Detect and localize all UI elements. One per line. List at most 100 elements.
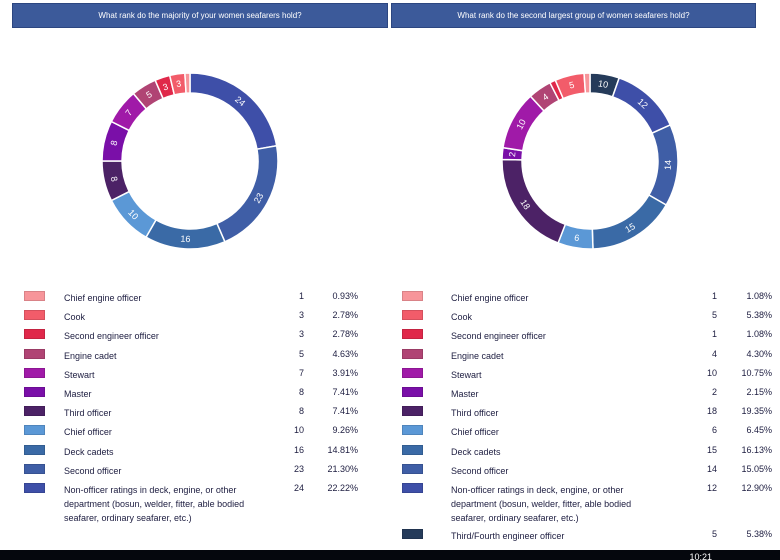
segment-label: 5 <box>568 80 575 91</box>
legend-percentage: 22.22% <box>327 482 358 493</box>
legend-row: Master 2 2.15% <box>402 384 772 403</box>
legend-row: Cook 3 2.78% <box>24 307 369 326</box>
legend-count: 1 <box>711 329 717 340</box>
donut-segment <box>184 72 191 94</box>
legend-row: Engine cadet 4 4.30% <box>402 346 772 365</box>
segment-label: 3 <box>175 79 181 90</box>
legend-percentage: 7.41% <box>332 406 358 417</box>
legend-label: Engine cadet <box>64 350 117 361</box>
legend-swatch <box>24 367 45 378</box>
legend-count: 2 <box>711 386 717 397</box>
legend-label: Engine cadet <box>451 350 504 361</box>
legend-swatch <box>24 291 45 301</box>
segment-label: 6 <box>574 233 581 244</box>
legend-row: Engine cadet 5 4.63% <box>24 346 369 365</box>
legend-row: Second engineer officer 1 1.08% <box>402 326 772 345</box>
segment-label: 8 <box>109 139 120 146</box>
legend-label: Second officer <box>64 465 122 476</box>
legend-row: Third/Fourth engineer officer 5 5.38% <box>402 526 772 545</box>
segment-label: 14 <box>663 160 673 171</box>
legend-count: 6 <box>711 425 717 436</box>
legend-row: Deck cadets 15 16.13% <box>402 442 772 461</box>
segment-label: 5 <box>144 89 154 100</box>
segment-label: 10 <box>126 207 140 221</box>
legend-count: 7 <box>298 367 304 378</box>
legend-swatch <box>24 329 45 340</box>
segment-label: 12 <box>636 96 650 110</box>
legend-percentage: 16.13% <box>741 444 772 455</box>
legend-count: 8 <box>298 386 304 397</box>
legend-count: 24 <box>293 482 304 493</box>
legend-label: Chief officer <box>451 427 499 438</box>
segment-label: 24 <box>233 94 247 108</box>
legend-label: Second engineer officer <box>451 331 546 342</box>
legend-percentage: 15.05% <box>741 463 772 474</box>
legend-row: Cook 5 5.38% <box>402 307 772 326</box>
legend-label: Chief engine officer <box>451 293 529 303</box>
legend-label: Deck cadets <box>451 446 501 457</box>
donut-segment <box>189 72 278 151</box>
legend-count: 18 <box>706 406 717 417</box>
segment-label: 3 <box>162 81 170 92</box>
legend-swatch <box>24 386 45 397</box>
legend-swatch <box>24 463 45 474</box>
legend-percentage: 2.78% <box>332 310 358 321</box>
legend-label: Non-officer ratings in deck, engine, or … <box>64 484 245 523</box>
segment-label: 23 <box>252 191 266 205</box>
segment-label: 8 <box>109 175 120 182</box>
legend-percentage: 14.81% <box>327 444 358 455</box>
legend-label: Stewart <box>64 369 95 380</box>
donut-segment <box>583 72 591 94</box>
legend-row: Stewart 7 3.91% <box>24 365 369 384</box>
legend-count: 16 <box>293 444 304 455</box>
legend-label: Stewart <box>451 369 482 380</box>
legend-swatch <box>402 528 423 539</box>
legend-label: Cook <box>451 312 473 323</box>
legend-count: 3 <box>298 310 304 321</box>
legend-swatch <box>402 367 423 378</box>
legend-row: Non-officer ratings in deck, engine, or … <box>24 480 369 526</box>
legend-row: Second engineer officer 3 2.78% <box>24 326 369 345</box>
taskbar: 10:21 <box>0 550 780 560</box>
legend-label: Master <box>64 388 92 399</box>
legend-count: 14 <box>706 463 717 474</box>
legend-percentage: 2.78% <box>332 329 358 340</box>
legend-count: 5 <box>711 528 717 539</box>
legend-count: 1 <box>298 291 304 301</box>
legend-percentage: 4.30% <box>746 348 772 359</box>
legend-percentage: 12.90% <box>741 482 772 493</box>
legend-row: Second officer 14 15.05% <box>402 461 772 480</box>
legend-count: 12 <box>706 482 717 493</box>
legend-swatch <box>24 482 45 493</box>
segment-label: 7 <box>123 108 134 118</box>
legend-label: Third officer <box>451 408 499 419</box>
panel-second-largest-rank: What rank do the second largest group of… <box>390 0 780 545</box>
legend-count: 15 <box>706 444 717 455</box>
donut-segment <box>215 144 279 243</box>
chart-title: What rank do the majority of your women … <box>12 3 388 28</box>
legend-row: Second officer 23 21.30% <box>24 461 369 480</box>
legend-swatch <box>24 348 45 359</box>
legend-percentage: 5.38% <box>746 310 772 321</box>
legend-percentage: 3.91% <box>332 367 358 378</box>
legend-row: Third officer 8 7.41% <box>24 403 369 422</box>
legend-percentage: 5.38% <box>746 528 772 539</box>
legend-percentage: 9.26% <box>332 425 358 436</box>
legend-count: 1 <box>711 291 717 301</box>
legend-label: Cook <box>64 312 86 323</box>
legend-label: Chief officer <box>64 427 112 438</box>
legend-row: Third officer 18 19.35% <box>402 403 772 422</box>
legend-swatch <box>402 291 423 301</box>
panel-majority-rank: What rank do the majority of your women … <box>0 0 390 545</box>
legend-swatch <box>402 444 423 455</box>
legend-swatch <box>402 348 423 359</box>
legend-swatch <box>402 406 423 417</box>
legend-count: 3 <box>298 329 304 340</box>
legend-count: 4 <box>711 348 717 359</box>
legend-count: 10 <box>293 425 304 436</box>
legend-percentage: 10.75% <box>741 367 772 378</box>
legend-swatch <box>402 425 423 436</box>
legend-swatch <box>24 406 45 417</box>
legend-row: Non-officer ratings in deck, engine, or … <box>402 480 772 526</box>
